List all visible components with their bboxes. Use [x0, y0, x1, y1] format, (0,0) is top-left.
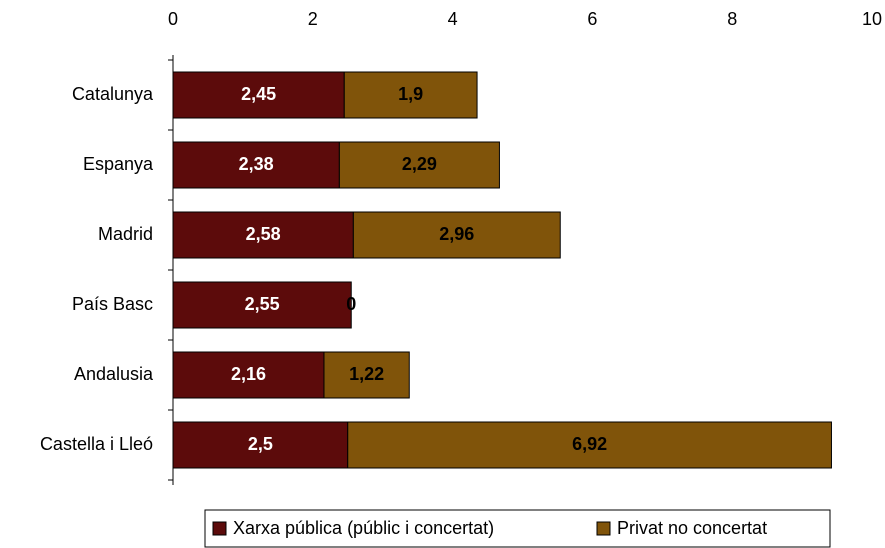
y-tick-label: País Basc — [72, 294, 153, 314]
bar — [338, 141, 500, 189]
x-tick-label: 10 — [862, 9, 882, 29]
value-label: 2,29 — [402, 154, 437, 174]
bar — [323, 351, 410, 399]
value-label: 2,58 — [246, 224, 281, 244]
legend-swatch — [596, 521, 611, 536]
bar — [347, 421, 832, 469]
y-tick-label: Andalusia — [74, 364, 154, 384]
legend-label: Xarxa pública (públic i concertat) — [233, 518, 494, 538]
value-label: 6,92 — [572, 434, 607, 454]
bar — [172, 71, 345, 119]
x-tick-label: 6 — [587, 9, 597, 29]
bar — [172, 281, 352, 329]
value-label: 2,38 — [239, 154, 274, 174]
value-label: 2,45 — [241, 84, 276, 104]
legend-box — [204, 509, 831, 548]
value-label: 2,55 — [245, 294, 280, 314]
legend-label: Privat no concertat — [617, 518, 767, 538]
y-tick-label: Castella i Lleó — [40, 434, 153, 454]
bar — [343, 71, 478, 119]
x-tick-label: 8 — [727, 9, 737, 29]
bar — [172, 351, 325, 399]
x-tick-label: 2 — [308, 9, 318, 29]
x-tick-label: 4 — [448, 9, 458, 29]
value-label: 0 — [346, 294, 356, 314]
y-tick-label: Catalunya — [72, 84, 154, 104]
value-label: 1,9 — [398, 84, 423, 104]
x-tick-label: 0 — [168, 9, 178, 29]
value-label: 1,22 — [349, 364, 384, 384]
value-label: 2,5 — [248, 434, 273, 454]
value-label: 2,16 — [231, 364, 266, 384]
legend-swatch — [212, 521, 227, 536]
y-tick-label: Madrid — [98, 224, 153, 244]
value-label: 2,96 — [439, 224, 474, 244]
bar — [352, 211, 561, 259]
y-tick-label: Espanya — [83, 154, 154, 174]
